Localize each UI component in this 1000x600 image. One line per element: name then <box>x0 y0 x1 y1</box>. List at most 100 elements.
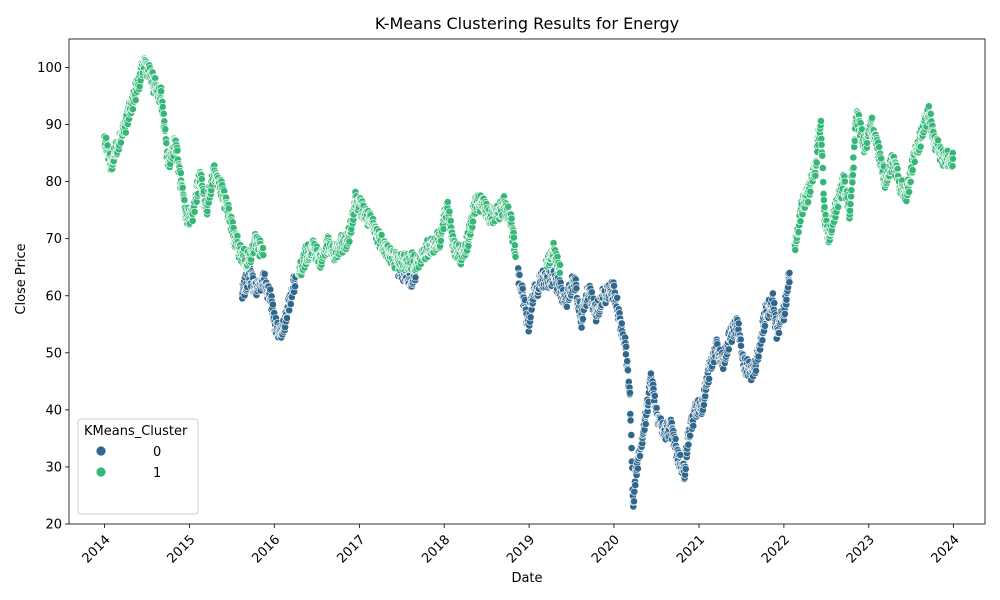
scatter-point-cluster-0 <box>283 314 291 322</box>
scatter-point-cluster-0 <box>641 420 650 428</box>
scatter-point-cluster-0 <box>577 323 586 332</box>
y-tick-label: 20 <box>45 518 62 533</box>
scatter-point-cluster-1 <box>791 245 800 254</box>
scatter-point-cluster-0 <box>737 341 745 350</box>
scatter-point-cluster-0 <box>636 451 644 460</box>
scatter-point-cluster-1 <box>817 117 825 125</box>
scatter-point-cluster-0 <box>761 321 769 330</box>
scatter-point-cluster-0 <box>623 357 632 366</box>
scatter-point-cluster-1 <box>910 157 919 166</box>
scatter-point-cluster-0 <box>617 319 626 328</box>
scatter-point-cluster-0 <box>587 288 596 297</box>
scatter-point-cluster-0 <box>701 392 710 401</box>
scatter-point-cluster-1 <box>469 217 477 226</box>
x-tick-label: 2014 <box>80 532 114 566</box>
scatter-point-cluster-0 <box>769 289 777 298</box>
y-tick-label: 50 <box>45 346 62 361</box>
scatter-point-cluster-0 <box>630 497 638 506</box>
y-tick-label: 60 <box>45 289 62 304</box>
scatter-point-cluster-0 <box>700 400 708 409</box>
scatter-point-cluster-1 <box>504 202 513 211</box>
scatter-point-cluster-0 <box>260 270 269 278</box>
scatter-point-cluster-0 <box>782 295 791 304</box>
scatter-point-cluster-0 <box>684 440 693 449</box>
scatter-point-cluster-1 <box>161 125 170 134</box>
x-tick-label: 2016 <box>249 532 283 566</box>
y-tick-label: 100 <box>37 61 62 76</box>
y-tick-label: 70 <box>45 232 62 247</box>
scatter-point-cluster-1 <box>820 203 829 212</box>
scatter-point-cluster-1 <box>875 143 884 151</box>
y-tick-label: 30 <box>45 460 62 475</box>
scatter-point-cluster-0 <box>631 481 640 490</box>
scatter-point-cluster-1 <box>443 198 452 206</box>
scatter-point-cluster-1 <box>157 87 165 96</box>
x-tick-label: 2015 <box>164 532 198 566</box>
scatter-point-cluster-0 <box>266 285 275 294</box>
scatter-point-cluster-1 <box>819 164 827 172</box>
scatter-point-cluster-0 <box>622 342 631 351</box>
legend-marker-0 <box>95 445 107 457</box>
scatter-point-cluster-1 <box>794 228 803 236</box>
scatter-point-cluster-1 <box>818 151 827 160</box>
y-tick-label: 40 <box>45 403 62 418</box>
scatter-point-cluster-1 <box>804 198 812 206</box>
scatter-point-cluster-1 <box>190 207 199 216</box>
scatter-point-cluster-1 <box>868 113 876 122</box>
scatter-point-cluster-0 <box>754 352 763 361</box>
x-axis-label: Date <box>511 571 542 586</box>
scatter-point-cluster-0 <box>781 309 789 318</box>
scatter-point-cluster-0 <box>627 431 636 439</box>
scatter-point-cluster-0 <box>613 293 622 302</box>
scatter-point-cluster-1 <box>464 241 473 250</box>
scatter-point-cluster-1 <box>849 163 858 172</box>
scatter-point-cluster-1 <box>507 214 516 223</box>
scatter-point-cluster-0 <box>610 281 618 290</box>
scatter-point-cluster-1 <box>259 244 267 252</box>
scatter-point-cluster-1 <box>908 166 917 175</box>
scatter-point-cluster-0 <box>734 319 743 328</box>
scatter-point-cluster-0 <box>705 374 713 383</box>
scatter-point-cluster-1 <box>820 196 828 204</box>
scatter-point-cluster-0 <box>634 464 642 473</box>
scatter-point-cluster-1 <box>446 216 455 225</box>
scatter-point-cluster-1 <box>173 146 182 155</box>
scatter-point-cluster-1 <box>848 178 857 187</box>
scatter-point-cluster-0 <box>785 268 794 277</box>
plot-area-frame <box>68 38 986 525</box>
scatter-point-cluster-0 <box>291 282 299 291</box>
scatter-point-cluster-1 <box>176 169 185 177</box>
scatter-point-cluster-0 <box>630 487 639 496</box>
scatter-point-cluster-1 <box>819 178 828 186</box>
scatter-point-cluster-0 <box>579 314 587 323</box>
scatter-point-cluster-1 <box>906 177 915 186</box>
scatter-point-cluster-1 <box>834 203 842 212</box>
scatter-point-cluster-0 <box>411 273 420 282</box>
scatter-point-cluster-1 <box>159 109 168 118</box>
scatter-point-cluster-1 <box>849 170 857 179</box>
y-tick-label: 80 <box>45 175 62 190</box>
scatter-point-cluster-0 <box>689 421 698 430</box>
scatter-point-cluster-0 <box>622 350 630 359</box>
x-tick-label: 2018 <box>419 532 453 566</box>
scatter-point-cluster-0 <box>626 416 635 425</box>
scatter-point-cluster-0 <box>650 391 659 400</box>
scatter-point-cluster-1 <box>180 196 189 204</box>
scatter-point-cluster-1 <box>556 260 564 269</box>
legend-label-1: 1 <box>153 466 161 481</box>
scatter-point-cluster-1 <box>841 177 849 186</box>
scatter-point-cluster-1 <box>445 207 454 216</box>
scatter-point-cluster-1 <box>158 102 167 111</box>
legend: KMeans_Cluster 0 1 <box>77 418 199 515</box>
scatter-point-cluster-1 <box>934 136 942 145</box>
scatter-point-cluster-0 <box>752 366 760 375</box>
y-tick-label: 90 <box>45 118 62 133</box>
scatter-point-cluster-1 <box>178 183 187 192</box>
scatter-point-cluster-1 <box>439 225 448 233</box>
legend-label-0: 0 <box>153 445 161 460</box>
scatter-point-cluster-0 <box>770 299 779 307</box>
scatter-point-cluster-1 <box>162 139 171 147</box>
scatter-point-cluster-0 <box>758 336 767 345</box>
legend-title: KMeans_Cluster <box>84 424 188 439</box>
